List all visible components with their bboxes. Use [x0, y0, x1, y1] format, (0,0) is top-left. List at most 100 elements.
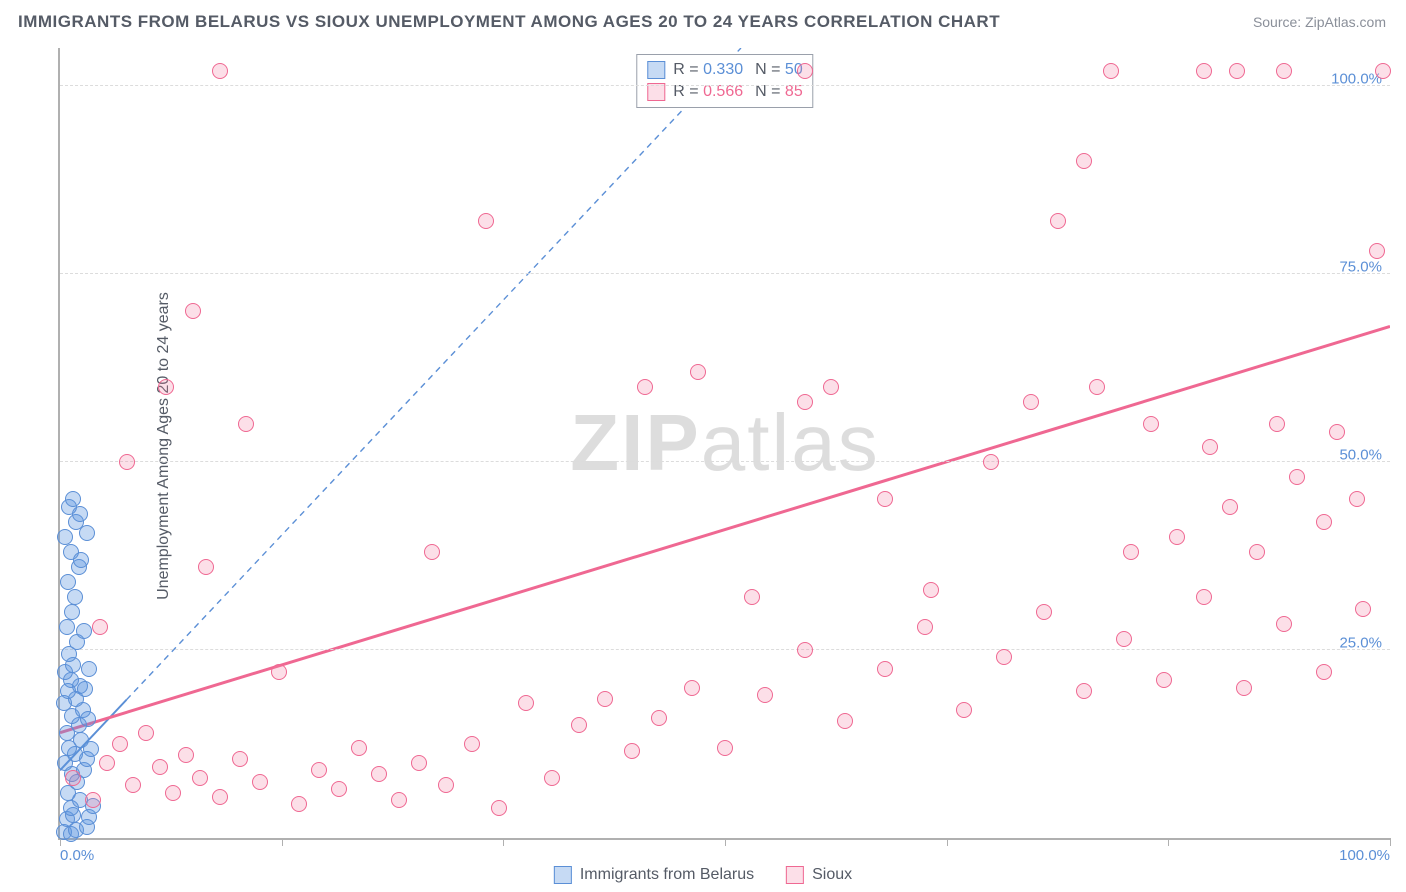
data-point	[624, 743, 640, 759]
data-point	[1369, 243, 1385, 259]
data-point	[1349, 491, 1365, 507]
data-point	[1202, 439, 1218, 455]
data-point	[81, 661, 97, 677]
data-point	[185, 303, 201, 319]
legend-swatch-blue	[554, 866, 572, 884]
r-label: R =	[673, 61, 698, 78]
source-credit: Source: ZipAtlas.com	[1253, 14, 1386, 30]
data-point	[252, 774, 268, 790]
data-point	[331, 781, 347, 797]
data-point	[119, 454, 135, 470]
data-point	[837, 713, 853, 729]
r-value-blue: 0.330	[703, 61, 743, 78]
data-point	[1089, 379, 1105, 395]
data-point	[1229, 63, 1245, 79]
corr-swatch-blue	[647, 61, 665, 79]
data-point	[1316, 514, 1332, 530]
data-point	[1355, 601, 1371, 617]
gridline	[60, 461, 1390, 462]
data-point	[371, 766, 387, 782]
data-point	[238, 416, 254, 432]
data-point	[125, 777, 141, 793]
corr-row-blue: R = 0.330 N = 50	[647, 59, 802, 81]
data-point	[1316, 664, 1332, 680]
data-point	[571, 717, 587, 733]
data-point	[923, 582, 939, 598]
watermark-suffix: atlas	[701, 398, 880, 487]
bottom-legend: Immigrants from Belarus Sioux	[554, 866, 852, 884]
y-tick-label: 100.0%	[1331, 70, 1382, 87]
x-tick	[503, 838, 504, 846]
data-point	[1276, 616, 1292, 632]
data-point	[823, 379, 839, 395]
data-point	[1276, 63, 1292, 79]
data-point	[637, 379, 653, 395]
data-point	[158, 379, 174, 395]
data-point	[1289, 469, 1305, 485]
data-point	[797, 642, 813, 658]
watermark: ZIPatlas	[570, 397, 879, 489]
correlation-legend: R = 0.330 N = 50 R = 0.566 N = 85	[636, 54, 813, 108]
data-point	[165, 785, 181, 801]
data-point	[79, 525, 95, 541]
x-tick-label: 100.0%	[1339, 847, 1390, 864]
data-point	[1023, 394, 1039, 410]
data-point	[311, 762, 327, 778]
y-tick-label: 50.0%	[1339, 446, 1382, 463]
x-tick	[947, 838, 948, 846]
data-point	[59, 619, 75, 635]
data-point	[956, 702, 972, 718]
data-point	[1076, 683, 1092, 699]
data-point	[690, 364, 706, 380]
data-point	[212, 789, 228, 805]
data-point	[67, 589, 83, 605]
data-point	[1103, 63, 1119, 79]
data-point	[797, 394, 813, 410]
data-point	[1036, 604, 1052, 620]
data-point	[597, 691, 613, 707]
data-point	[391, 792, 407, 808]
data-point	[1116, 631, 1132, 647]
data-point	[76, 623, 92, 639]
data-point	[518, 695, 534, 711]
data-point	[917, 619, 933, 635]
x-tick	[725, 838, 726, 846]
legend-item: Sioux	[786, 866, 852, 884]
data-point	[291, 796, 307, 812]
gridline	[60, 85, 1390, 86]
gridline	[60, 273, 1390, 274]
data-point	[684, 680, 700, 696]
data-point	[1050, 213, 1066, 229]
data-point	[1123, 544, 1139, 560]
legend-label: Sioux	[812, 866, 852, 884]
data-point	[112, 736, 128, 752]
data-point	[73, 552, 89, 568]
legend-item: Immigrants from Belarus	[554, 866, 754, 884]
y-tick-label: 25.0%	[1339, 634, 1382, 651]
data-point	[80, 711, 96, 727]
data-point	[77, 681, 93, 697]
data-point	[877, 661, 893, 677]
data-point	[57, 529, 73, 545]
x-tick-label: 0.0%	[60, 847, 94, 864]
data-point	[192, 770, 208, 786]
data-point	[757, 687, 773, 703]
data-point	[651, 710, 667, 726]
data-point	[1375, 63, 1391, 79]
n-label: N =	[755, 61, 780, 78]
legend-swatch-pink	[786, 866, 804, 884]
data-point	[64, 604, 80, 620]
data-point	[65, 770, 81, 786]
data-point	[1156, 672, 1172, 688]
data-point	[92, 619, 108, 635]
data-point	[351, 740, 367, 756]
data-point	[1196, 63, 1212, 79]
data-point	[65, 491, 81, 507]
data-point	[85, 792, 101, 808]
data-point	[198, 559, 214, 575]
data-point	[1222, 499, 1238, 515]
data-point	[178, 747, 194, 763]
data-point	[996, 649, 1012, 665]
data-point	[983, 454, 999, 470]
data-point	[152, 759, 168, 775]
